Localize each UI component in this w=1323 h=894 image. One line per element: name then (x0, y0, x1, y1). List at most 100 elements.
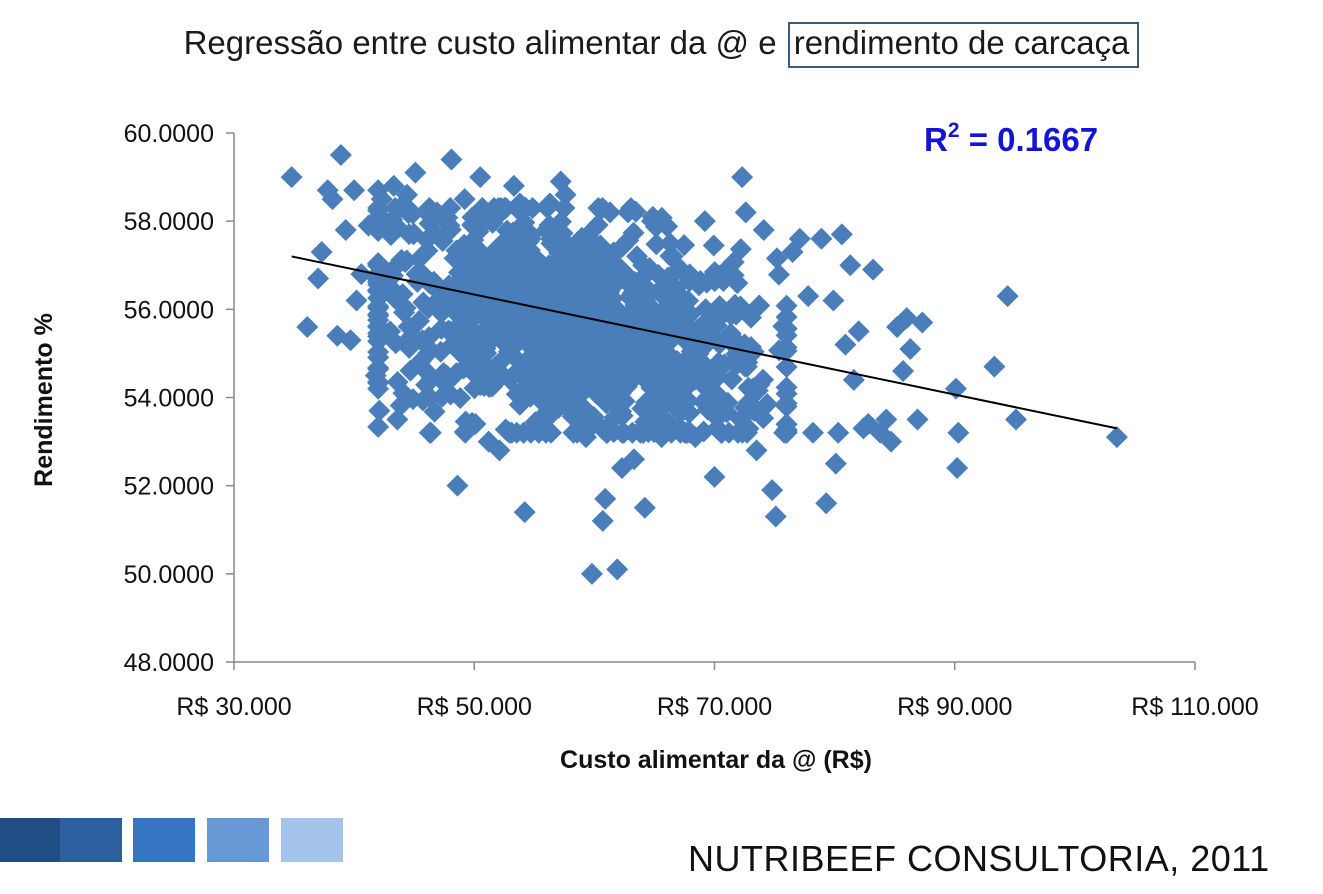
data-point (684, 368, 707, 391)
data-point (717, 421, 740, 444)
data-point (396, 330, 419, 353)
data-point (788, 227, 811, 250)
trendline (291, 255, 1118, 430)
data-point (505, 421, 528, 444)
data-point (946, 457, 969, 480)
data-point (431, 229, 454, 252)
data-point (723, 293, 746, 316)
data-point (598, 201, 621, 224)
data-point (526, 309, 549, 332)
data-point (847, 320, 870, 343)
data-point (481, 211, 504, 234)
x-tick-label: R$ 30.000 (176, 693, 291, 721)
x-tick-label: R$ 50.000 (417, 693, 532, 721)
data-point (707, 384, 730, 407)
data-point (392, 382, 415, 405)
data-point (408, 247, 431, 270)
data-point (668, 284, 691, 307)
data-point (534, 421, 557, 444)
data-point (752, 218, 775, 241)
data-point (815, 492, 838, 515)
data-point (453, 188, 476, 211)
footer-square-1 (0, 818, 62, 862)
data-point (564, 399, 587, 422)
data-point (996, 285, 1019, 308)
data-point (691, 332, 714, 355)
data-point (395, 183, 418, 206)
data-point (911, 311, 934, 334)
data-point (382, 174, 405, 197)
data-point (534, 219, 557, 242)
data-point (438, 214, 461, 237)
data-point (810, 227, 833, 250)
data-point (386, 408, 409, 431)
data-point (442, 296, 465, 319)
data-point (582, 278, 605, 301)
data-point (715, 258, 738, 281)
data-point (775, 376, 798, 399)
data-point (775, 306, 798, 329)
data-point (434, 373, 457, 396)
data-point (524, 325, 547, 348)
data-point (367, 346, 390, 369)
data-point (617, 229, 640, 252)
data-point (544, 309, 567, 332)
data-point (296, 315, 319, 338)
data-point (508, 393, 531, 416)
data-point (645, 233, 668, 256)
data-point (573, 321, 596, 344)
data-point (1105, 426, 1128, 449)
data-point (477, 256, 500, 279)
data-point (632, 254, 655, 277)
data-point (737, 417, 760, 440)
data-point (530, 346, 553, 369)
y-tick-label: 58.0000 (124, 208, 214, 236)
footer-credit: NUTRIBEEF CONSULTORIA, 2011 (688, 838, 1270, 879)
data-point (767, 263, 790, 286)
data-point (641, 210, 664, 233)
data-point (775, 395, 798, 418)
data-point (567, 264, 590, 287)
data-point (489, 325, 512, 348)
chart-title-highlight: rendimento de carcaça (787, 22, 1140, 68)
data-point (574, 426, 597, 449)
data-point (773, 421, 796, 444)
data-point (609, 257, 632, 280)
data-point (947, 421, 970, 444)
data-point (633, 496, 656, 519)
data-point (892, 360, 915, 383)
data-point (700, 309, 723, 332)
data-point (343, 179, 366, 202)
data-point (748, 294, 771, 317)
chart-title: Regressão entre custo alimentar da @ e r… (0, 22, 1323, 68)
data-point (775, 317, 798, 340)
data-point (429, 340, 452, 363)
data-point (895, 307, 918, 330)
data-point (357, 214, 380, 237)
data-point (684, 426, 707, 449)
data-point (617, 201, 640, 224)
data-points (280, 144, 1128, 585)
data-point (547, 258, 570, 281)
data-point (364, 364, 387, 387)
y-tick-label: 48.0000 (124, 649, 214, 677)
data-point (423, 400, 446, 423)
x-tick-label: R$ 110.000 (1131, 693, 1258, 721)
data-point (827, 421, 850, 444)
data-point (862, 258, 885, 281)
data-point (415, 229, 438, 252)
data-point (667, 399, 690, 422)
data-point (688, 274, 711, 297)
data-point (391, 283, 414, 306)
data-point (494, 236, 517, 259)
data-point (339, 329, 362, 352)
data-point (741, 377, 764, 400)
data-point (669, 258, 692, 281)
data-point (507, 222, 530, 245)
data-point (404, 161, 427, 184)
data-point (797, 285, 820, 308)
data-point (452, 357, 475, 380)
data-point (703, 270, 726, 293)
axis-ticks: 60.0000 58.0000 56.0000 54.0000 52.0000 50.00… (124, 120, 1259, 721)
